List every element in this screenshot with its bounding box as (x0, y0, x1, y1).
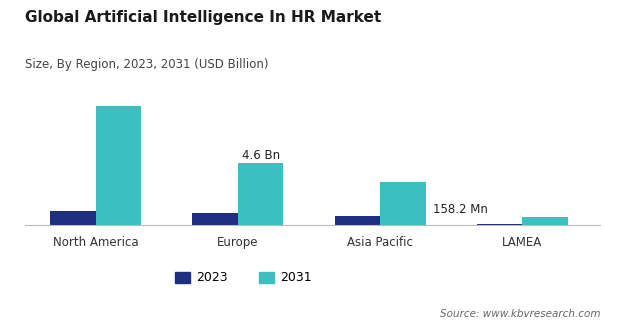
Bar (380, 182, 426, 225)
Text: 4.6 Bn: 4.6 Bn (241, 148, 280, 162)
Bar (96, 106, 141, 225)
Bar (335, 216, 380, 225)
Bar (50, 211, 96, 225)
Text: Source: www.kbvresearch.com: Source: www.kbvresearch.com (440, 309, 600, 319)
Text: 158.2 Mn: 158.2 Mn (433, 203, 488, 216)
Text: Size, By Region, 2023, 2031 (USD Billion): Size, By Region, 2023, 2031 (USD Billion… (25, 58, 268, 71)
Text: Global Artificial Intelligence In HR Market: Global Artificial Intelligence In HR Mar… (25, 10, 381, 25)
Legend: 2023, 2031: 2023, 2031 (170, 267, 317, 289)
Bar (238, 163, 284, 225)
Bar (193, 213, 238, 225)
Bar (522, 217, 568, 225)
Bar (477, 224, 522, 225)
